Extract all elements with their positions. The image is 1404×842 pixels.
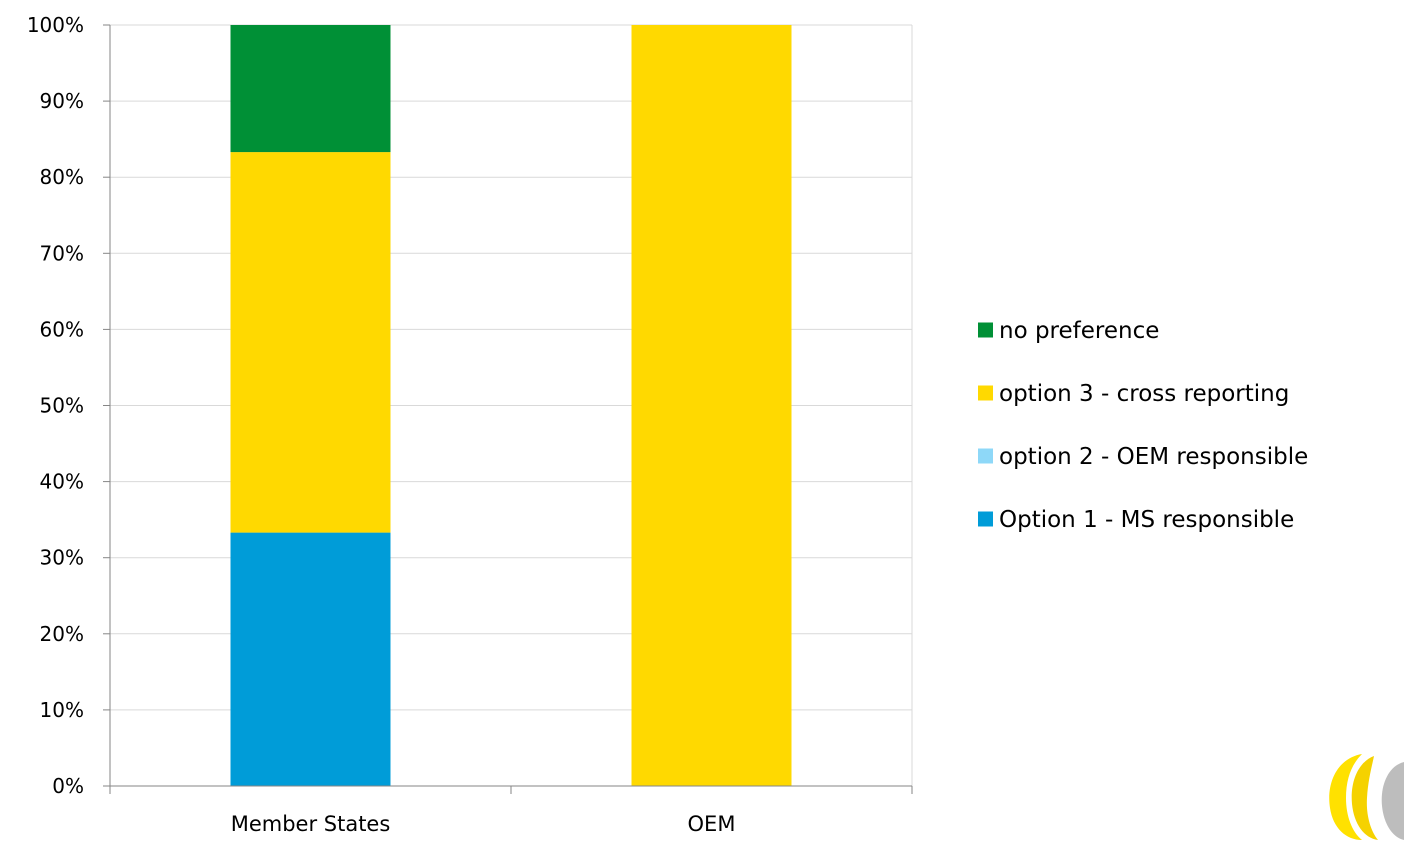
x-tick-label: Member States xyxy=(231,812,391,836)
y-tick-labels: 0% 10% 20% 30% 40% 50% 60% 70% 80% 90% 100% xyxy=(27,13,84,798)
y-tick-label: 20% xyxy=(40,622,84,646)
legend-label: option 2 - OEM responsible xyxy=(999,444,1308,470)
bars xyxy=(230,25,792,786)
bar-segment xyxy=(631,25,792,786)
legend: no preference option 3 - cross reporting o… xyxy=(978,318,1308,533)
bar-segment xyxy=(230,152,391,533)
y-tick-label: 70% xyxy=(40,241,84,265)
y-tick-label: 50% xyxy=(40,394,84,418)
logo-yellow-ring-inner xyxy=(1351,756,1378,840)
logo-gray-ring xyxy=(1381,762,1404,840)
axes xyxy=(103,24,913,794)
y-tick-label: 30% xyxy=(40,546,84,570)
legend-swatch xyxy=(978,385,993,401)
legend-label: no preference xyxy=(999,318,1159,344)
y-tick-label: 10% xyxy=(40,698,84,722)
x-tick-labels: Member States OEM xyxy=(231,812,736,836)
legend-label: Option 1 - MS responsible xyxy=(999,507,1294,533)
bar-segment xyxy=(230,25,391,153)
bar-segment xyxy=(230,532,391,786)
legend-swatch xyxy=(978,448,993,464)
y-tick-label: 80% xyxy=(40,165,84,189)
y-tick-label: 0% xyxy=(52,774,84,798)
legend-swatch xyxy=(978,322,993,338)
y-tick-label: 40% xyxy=(40,470,84,494)
legend-label: option 3 - cross reporting xyxy=(999,381,1289,407)
company-logo-icon xyxy=(1329,754,1404,840)
logo-yellow-ring xyxy=(1329,754,1362,840)
y-tick-label: 100% xyxy=(27,13,84,37)
y-tick-label: 60% xyxy=(40,317,84,341)
x-tick-label: OEM xyxy=(688,812,736,836)
legend-swatch xyxy=(978,511,993,527)
y-tick-label: 90% xyxy=(40,89,84,113)
gridlines xyxy=(110,24,913,786)
